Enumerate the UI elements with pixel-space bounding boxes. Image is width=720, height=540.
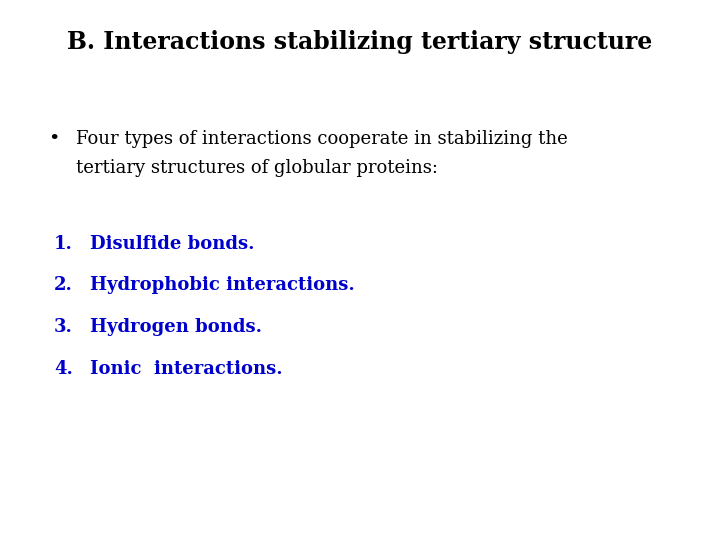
Text: Hydrophobic interactions.: Hydrophobic interactions. [90, 276, 355, 294]
Text: 2.: 2. [54, 276, 73, 294]
Text: Disulfide bonds.: Disulfide bonds. [90, 235, 254, 253]
Text: B. Interactions stabilizing tertiary structure: B. Interactions stabilizing tertiary str… [68, 30, 652, 53]
Text: 1.: 1. [54, 235, 73, 253]
Text: Hydrogen bonds.: Hydrogen bonds. [90, 318, 262, 336]
Text: 3.: 3. [54, 318, 73, 336]
Text: •: • [48, 130, 60, 147]
Text: tertiary structures of globular proteins:: tertiary structures of globular proteins… [76, 159, 438, 177]
Text: 4.: 4. [54, 360, 73, 377]
Text: Four types of interactions cooperate in stabilizing the: Four types of interactions cooperate in … [76, 130, 567, 147]
Text: Ionic  interactions.: Ionic interactions. [90, 360, 283, 377]
